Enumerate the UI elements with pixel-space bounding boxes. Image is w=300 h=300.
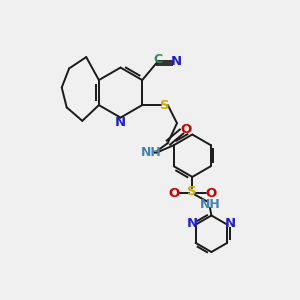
Text: N: N	[115, 116, 126, 128]
Text: O: O	[205, 188, 216, 200]
Text: NH: NH	[200, 198, 220, 211]
Text: O: O	[181, 123, 192, 136]
Text: N: N	[171, 55, 182, 68]
Text: N: N	[225, 217, 236, 230]
Text: C: C	[153, 53, 163, 66]
Text: O: O	[168, 188, 180, 200]
Text: NH: NH	[141, 146, 161, 159]
Text: N: N	[187, 217, 198, 230]
Text: S: S	[188, 184, 197, 197]
Text: S: S	[160, 99, 169, 112]
